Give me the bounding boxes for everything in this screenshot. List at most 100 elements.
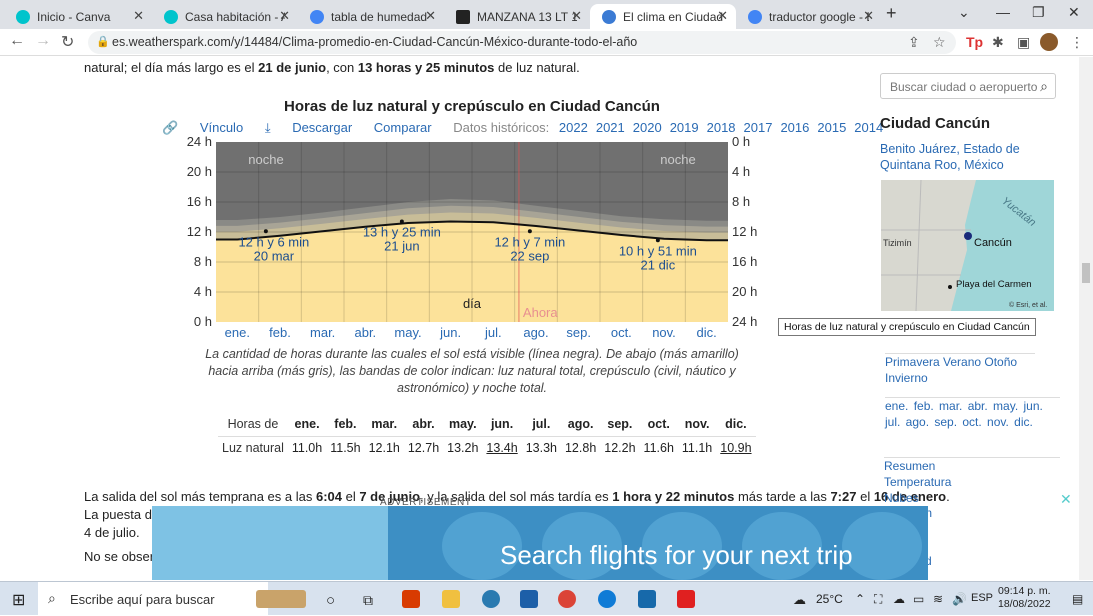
year-link-2021[interactable]: 2021 [595, 120, 625, 135]
language-indicator[interactable]: ESP [971, 592, 994, 604]
windows-start-icon[interactable]: ⊞ [12, 592, 26, 609]
cortana-icon[interactable]: ○ [326, 592, 336, 609]
location-map[interactable]: Cancún Tizimín Playa del Carmen Yucatán … [881, 180, 1054, 311]
table-cell: 13.2h [447, 441, 479, 455]
minimize-icon[interactable]: — [996, 4, 1010, 20]
month-links[interactable]: ene. feb. mar. abr. may. jun. jul. ago. … [885, 397, 1060, 430]
table-cell: 11.5h [330, 441, 361, 455]
tray-app-icon[interactable]: ⛶ [874, 592, 883, 606]
table-cell: 11.1h [681, 441, 713, 455]
tab-google-humedad[interactable]: tabla de humedad en✕ [298, 4, 444, 29]
close-icon[interactable]: ✕ [279, 8, 290, 23]
map-label-tizimin: Tizimín [883, 238, 912, 248]
clock[interactable]: 09:14 p. m. 18/08/2022 [998, 585, 1051, 610]
vpn-app-icon[interactable] [638, 590, 656, 608]
tray-cloud-icon[interactable]: ☁ [893, 592, 905, 606]
autocad-icon[interactable] [677, 590, 695, 608]
y-tick-right: 4 h [732, 164, 750, 179]
file-explorer-icon[interactable] [442, 590, 460, 608]
notifications-icon[interactable]: ▤ [1072, 592, 1084, 606]
temperature-text[interactable]: 25°C [816, 592, 843, 606]
taskbar-search[interactable]: ⌕ Escribe aquí para buscar [38, 582, 268, 616]
tab-canva-casa[interactable]: Casa habitación - A4 ✕ [152, 4, 298, 29]
year-link-2017[interactable]: 2017 [743, 120, 773, 135]
app-icon[interactable] [482, 590, 500, 608]
search-highlight-icon[interactable] [256, 590, 306, 608]
seasons-links[interactable]: Primavera Verano Otoño Invierno [885, 353, 1035, 386]
stack-app-icon[interactable] [520, 590, 538, 608]
reload-icon[interactable]: ↻ [61, 34, 75, 51]
extension-tp-icon[interactable]: Tp [966, 34, 984, 50]
link-button[interactable]: 🔗 Vínculo [162, 120, 244, 135]
tab-weatherspark[interactable]: El clima en Ciudad Ca✕ [590, 4, 736, 29]
google-icon [748, 9, 762, 24]
tray-chevron-icon[interactable]: ⌃ [855, 592, 866, 606]
x-tick-label: jun. [439, 325, 461, 340]
advertisement-banner[interactable]: Search flights for your next trip [152, 506, 928, 580]
task-view-icon[interactable]: ⧉ [363, 592, 373, 608]
tab-search-chevron-icon[interactable]: ⌄ [958, 4, 970, 20]
tab-canva-home[interactable]: Inicio - Canva ✕ [4, 4, 152, 29]
wifi-icon[interactable]: ≋ [933, 592, 944, 606]
chrome-icon[interactable] [558, 590, 576, 608]
scrollbar-thumb[interactable] [1082, 263, 1090, 283]
city-search-input[interactable]: Buscar ciudad o aeropuerto ⌕ [880, 73, 1056, 99]
x-tick-label: nov. [652, 325, 676, 340]
link-resumen[interactable]: Resumen [884, 459, 936, 473]
new-tab-plus-icon[interactable]: + [886, 3, 897, 23]
ad-text: Search flights for your next trip [500, 540, 853, 570]
extensions-puzzle-icon[interactable]: ✱ [992, 34, 1004, 50]
back-arrow-icon[interactable]: ← [9, 32, 25, 49]
year-link-2018[interactable]: 2018 [706, 120, 736, 135]
download-button[interactable]: ⤓ Descargar [264, 120, 353, 135]
tab-translator[interactable]: traductor google - Bu✕ [736, 4, 882, 29]
close-icon[interactable]: ✕ [133, 8, 144, 23]
close-window-icon[interactable]: ✕ [1068, 4, 1080, 20]
tab-manzana[interactable]: MANZANA 13 LT 19 A✕ [444, 4, 590, 29]
annotation-dot [527, 229, 532, 234]
year-link-2019[interactable]: 2019 [669, 120, 699, 135]
menu-dots-icon[interactable]: ⋮ [1070, 34, 1084, 50]
year-link-2022[interactable]: 2022 [558, 120, 588, 135]
year-link-2015[interactable]: 2015 [817, 120, 847, 135]
link-nubes[interactable]: Nubes [884, 491, 919, 505]
now-label: Ahora [523, 305, 558, 320]
compare-button[interactable]: Comparar [373, 120, 432, 135]
link-temperatura[interactable]: Temperatura [884, 475, 952, 489]
volume-icon[interactable]: 🔊 [952, 592, 967, 606]
profile-avatar[interactable] [1040, 33, 1058, 51]
address-bar[interactable]: 🔒 es.weatherspark.com/y/14484/Clima-prome… [88, 31, 956, 54]
day-label: día [463, 296, 482, 311]
canva-icon [164, 9, 178, 24]
close-icon[interactable]: ✕ [717, 8, 728, 23]
table-month-11: dic. [716, 413, 756, 437]
download-icon: ⤓ [264, 120, 271, 135]
map-credit: © Esri, et al. [1009, 301, 1047, 309]
year-link-2016[interactable]: 2016 [780, 120, 810, 135]
x-tick-label: oct. [611, 325, 632, 340]
close-icon[interactable]: ✕ [425, 8, 436, 23]
table-cell: 12.7h [407, 441, 440, 455]
ad-close-icon[interactable]: ✕ [1060, 491, 1072, 507]
scrollbar[interactable] [1079, 57, 1093, 580]
bookmark-star-icon[interactable]: ☆ [933, 34, 946, 50]
close-icon[interactable]: ✕ [863, 8, 874, 23]
forward-arrow-icon[interactable]: → [35, 32, 51, 49]
share-icon[interactable]: ⇪ [908, 34, 920, 50]
link-cut-2[interactable]: d [925, 554, 932, 568]
table-cell: 13.4h [486, 441, 518, 455]
office-icon[interactable] [402, 590, 420, 608]
close-icon[interactable]: ✕ [571, 8, 582, 23]
edge-icon[interactable] [598, 590, 616, 608]
year-link-2020[interactable]: 2020 [632, 120, 662, 135]
night-label-left: noche [248, 152, 283, 167]
weather-cloud-icon[interactable]: ☁ [793, 592, 806, 607]
search-icon[interactable]: ⌕ [1040, 78, 1048, 94]
year-link-2014[interactable]: 2014 [854, 120, 884, 135]
battery-icon[interactable]: ▭ [913, 592, 925, 606]
region-link[interactable]: Benito Juárez, Estado de Quintana Roo, M… [880, 142, 1020, 172]
restore-icon[interactable]: ❐ [1032, 4, 1045, 20]
side-panel-icon[interactable]: ▣ [1017, 34, 1031, 50]
table-month-6: jul. [521, 413, 561, 437]
y-tick-right: 12 h [732, 224, 757, 239]
